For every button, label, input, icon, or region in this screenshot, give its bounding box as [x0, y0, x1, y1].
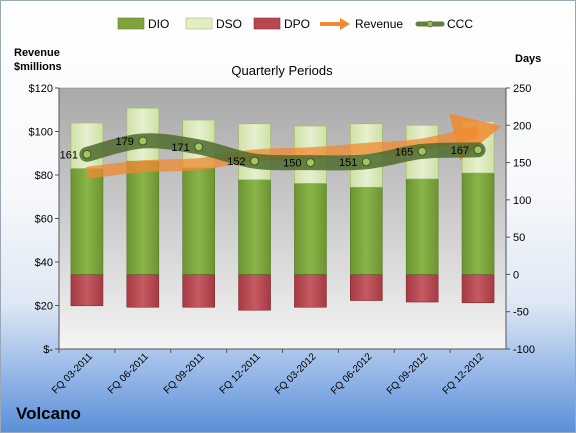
right-axis-label: Days [515, 53, 541, 65]
legend-dpo-label: DPO [284, 17, 310, 31]
dio-bar [70, 168, 104, 275]
left-axis-tick-label: $100 [29, 127, 53, 139]
right-axis-tick-label: 50 [513, 232, 525, 244]
ccc-value-label: 171 [171, 142, 189, 154]
right-axis-tick-label: 250 [513, 83, 531, 95]
dpo-bar [70, 274, 104, 307]
left-axis-label-line1: Revenue [14, 47, 60, 59]
dpo-bar [126, 274, 160, 308]
right-axis-tick-label: -50 [513, 307, 529, 319]
ccc-value-label: 167 [451, 145, 469, 157]
x-axis-tick-label: FQ 06-2012 [329, 351, 375, 397]
dio-bar [294, 183, 327, 275]
left-axis-label-line2: $millions [14, 61, 62, 73]
left-axis-tick-label: $60 [35, 214, 53, 226]
left-axis-tick-label: $120 [29, 83, 53, 95]
ccc-point [138, 136, 148, 146]
ccc-point [417, 146, 427, 156]
left-axis-tick-label: $40 [35, 257, 53, 269]
ccc-point [194, 142, 204, 152]
ccc-value-label: 165 [395, 146, 413, 158]
ccc-point [82, 149, 92, 159]
right-axis-tick-label: 100 [513, 195, 531, 207]
ccc-point [250, 156, 260, 166]
legend-dso-swatch [185, 17, 213, 30]
right-axis-tick-label: -100 [513, 344, 535, 356]
legend-dio-label: DIO [148, 17, 169, 31]
ccc-point [305, 158, 315, 168]
dio-bar [405, 178, 439, 275]
x-axis-tick-label: FQ 12-2012 [441, 351, 487, 397]
company-name: Volcano [16, 404, 81, 423]
dpo-bar [182, 274, 215, 308]
ccc-point [361, 157, 371, 167]
dio-bar [126, 160, 160, 275]
left-axis-tick-label: $80 [35, 170, 53, 182]
left-axis-tick-label: $- [43, 344, 53, 356]
ccc-value-label: 161 [60, 149, 78, 161]
ccc-line [79, 133, 486, 171]
legend-revenue-arrow-icon [320, 18, 350, 30]
legend: DIO DSO DPO Revenue CCC [117, 17, 473, 31]
dio-bar [350, 186, 383, 275]
dio-bar [461, 172, 495, 275]
x-axis-tick-label: FQ 09-2012 [385, 351, 431, 397]
dio-bar [238, 179, 271, 275]
x-axis-tick-label: FQ 06-2011 [106, 351, 151, 396]
x-axis-tick-label: FQ 12-2011 [218, 351, 263, 396]
chart-title: Quarterly Periods [231, 63, 333, 78]
dpo-bar [294, 274, 327, 308]
dpo-bar [461, 274, 495, 304]
right-axis-tick-label: 200 [513, 120, 531, 132]
ccc-value-label: 152 [227, 156, 245, 168]
right-axis-tick-label: 150 [513, 158, 531, 170]
legend-revenue-label: Revenue [355, 17, 403, 31]
dpo-bar [350, 274, 383, 301]
dio-bar [182, 167, 215, 275]
legend-ccc-label: CCC [447, 17, 473, 31]
lines-group: 161 179 171 152 150 151 165 167 [60, 113, 502, 179]
ccc-value-label: 179 [115, 136, 133, 148]
ccc-point [473, 145, 483, 155]
dpo-bar [238, 274, 271, 311]
x-axis-tick-label: FQ 03-2012 [273, 351, 319, 397]
x-axis-tick-label: FQ 09-2011 [162, 351, 207, 396]
x-axis-tick-label: FQ 03-2011 [50, 351, 95, 396]
right-axis-tick-label: 0 [513, 269, 519, 281]
plot-area [58, 87, 507, 350]
ccc-value-label: 151 [339, 157, 357, 169]
legend-ccc-line-icon [415, 20, 445, 28]
bars-group [70, 107, 495, 311]
legend-dpo-swatch [253, 17, 281, 30]
legend-dso-label: DSO [216, 17, 242, 31]
ccc-value-label: 150 [283, 158, 301, 170]
dpo-bar [405, 274, 439, 303]
legend-dio-swatch [117, 17, 145, 30]
left-axis-tick-label: $20 [35, 301, 53, 313]
